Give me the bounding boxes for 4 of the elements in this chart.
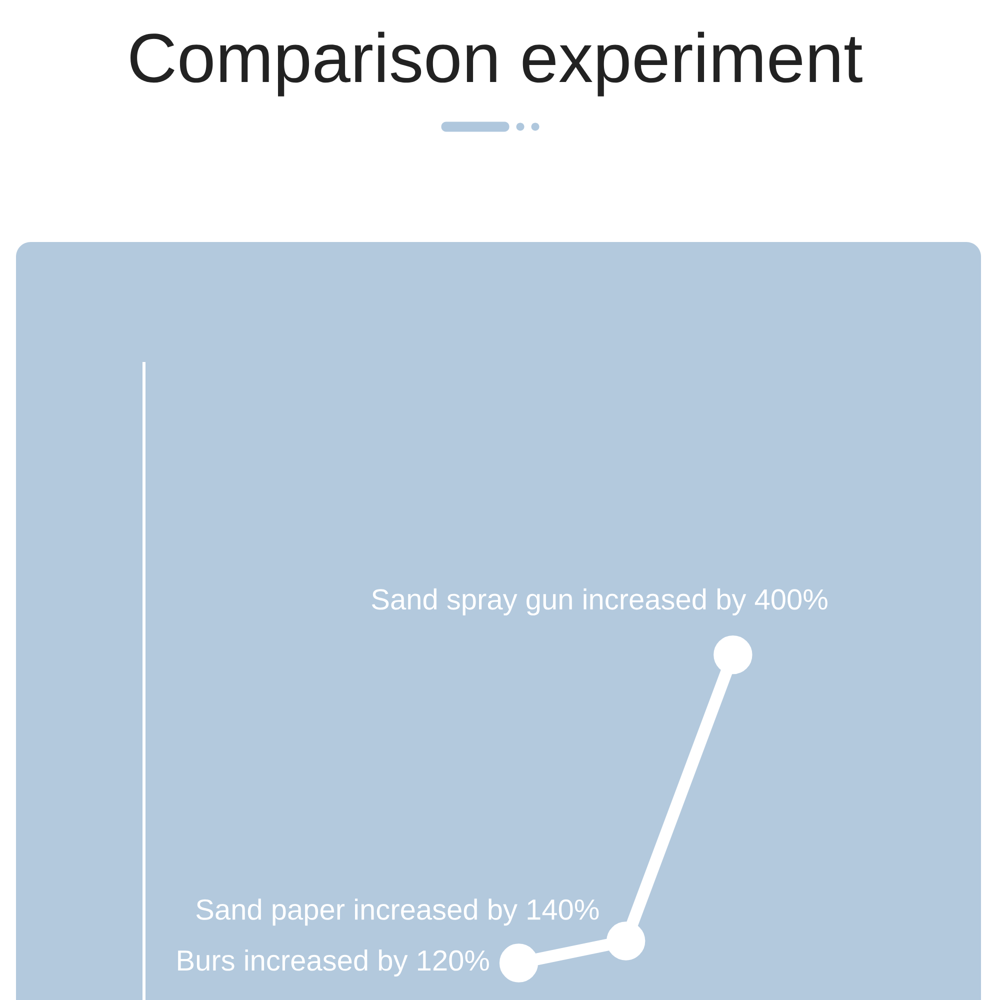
chart-title: Comparison experiment [130, 32, 862, 96]
data-label: Sand paper increased by 140% [196, 898, 599, 926]
data-label: Burs increased by 120% [178, 949, 489, 977]
data-label: Sand spray gun increased by 400% [372, 588, 828, 616]
